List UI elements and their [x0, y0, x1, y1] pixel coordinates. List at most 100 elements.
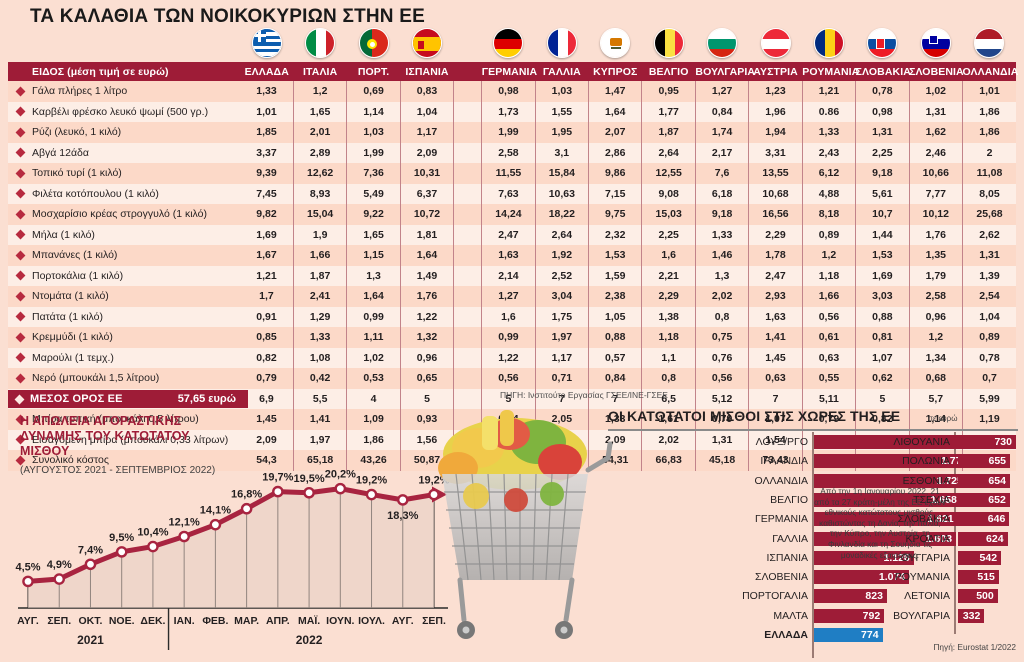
- wage-bar: 624: [958, 531, 1008, 546]
- table-row: Πατάτα (1 κιλό) 0,91 1,29 0,99 1,22 1,6 1,75 1,…: [8, 306, 1016, 327]
- table-cell-value: 0,99: [481, 327, 536, 348]
- diamond-icon: [15, 291, 26, 302]
- table-cell-value: 1,07: [748, 409, 803, 430]
- table-cell-value: 7,63: [481, 183, 536, 204]
- table-cell-value: 0,8: [694, 306, 749, 327]
- table-cell-value: 1,27: [481, 286, 536, 307]
- table-cell-value: 2,54: [962, 286, 1016, 307]
- table-cell-value: 1,66: [292, 245, 347, 266]
- table-cell-value: 0,88: [588, 327, 642, 348]
- table-cell-value: 7: [748, 388, 803, 409]
- table-cell-value: 1,94: [748, 122, 803, 143]
- table-cell-item: Νερό (μπουκάλι 1,5 λίτρου): [8, 368, 241, 389]
- eu-average-value: 57,65 ευρώ: [177, 393, 236, 405]
- table-cell-value: 1,99: [346, 142, 401, 163]
- wage-row: ΓΑΛΛΙΑ 1.603: [606, 531, 1016, 547]
- flag-es-icon: [412, 28, 442, 58]
- table-cell-value: 0,88: [855, 306, 910, 327]
- flag-bg-icon: [707, 28, 738, 58]
- flag-nl-icon: [974, 28, 1005, 58]
- wage-row: ΒΟΥΛΓΑΡΙΑ 332: [606, 608, 1020, 624]
- table-row: Φιλέτα κοτόπουλου (1 κιλό) 7,45 8,93 5,49 6,…: [8, 183, 1016, 204]
- svg-text:ΜΑΪ.: ΜΑΪ.: [298, 614, 320, 627]
- svg-text:ΦΕΒ.: ΦΕΒ.: [202, 615, 228, 627]
- wage-row: ΒΕΛΓΙΟ 1.658: [606, 492, 1016, 508]
- table-cell-value: 2,29: [748, 224, 803, 245]
- table-header-nl: ΟΛΛΑΝΔΙΑ: [962, 62, 1018, 81]
- diamond-icon: [15, 127, 26, 138]
- wage-country-name: ΣΛΟΒΕΝΙΑ: [755, 571, 808, 584]
- table-cell-value: 1,03: [534, 81, 589, 102]
- table-cell-value: 1,64: [346, 286, 401, 307]
- wage-bar: 646: [958, 512, 1010, 527]
- table-cell-value: 1,66: [801, 286, 856, 307]
- table-cell-value: 5: [399, 388, 454, 409]
- table-cell-value: 0,62: [855, 368, 910, 389]
- table-cell-value: 6,5: [641, 388, 696, 409]
- table-cell-value: 1,31: [694, 429, 749, 450]
- table-cell-value: 0,83: [399, 81, 454, 102]
- table-cell-value: 1,59: [588, 265, 642, 286]
- svg-text:ΝΟΕ.: ΝΟΕ.: [109, 615, 135, 627]
- diamond-icon: [15, 106, 26, 117]
- table-cell-value: 1,2: [801, 245, 856, 266]
- wage-bar: 1.126: [814, 550, 914, 565]
- wage-row: ΕΛΛΑΔΑ 774: [606, 627, 1016, 643]
- table-cell-value: 0,61: [801, 327, 856, 348]
- table-cell-value: 0,98: [481, 81, 536, 102]
- table-cell-value: 1,97: [534, 327, 589, 348]
- wage-bar: 1.621: [814, 512, 958, 527]
- table-cell-value: 0,7: [962, 368, 1016, 389]
- table-cell-value: 0,82: [240, 347, 294, 368]
- table-cell-value: 2,32: [588, 224, 642, 245]
- table-cell-value: 1,09: [346, 409, 401, 430]
- table-cell-value: 1,45: [748, 347, 803, 368]
- table-cell-value: 1,15: [346, 245, 401, 266]
- table-cell-value: 1,74: [694, 122, 749, 143]
- table-row: Μαρούλι (1 τεμχ.) 0,82 1,08 1,02 0,96 1,22 1,1…: [8, 347, 1016, 368]
- table-cell-value: 0,79: [240, 368, 294, 389]
- svg-text:ΑΥΓ.: ΑΥΓ.: [17, 615, 39, 627]
- svg-text:2022: 2022: [296, 633, 323, 647]
- diamond-icon: [15, 332, 26, 343]
- wage-row: ΙΣΠΑΝΙΑ 1.126: [606, 550, 1016, 566]
- table-cell-value: 1,33: [292, 327, 347, 348]
- table-cell-value: 0,84: [694, 101, 749, 122]
- wage-row: ΡΟΥΜΑΝΙΑ 515: [606, 569, 1020, 585]
- table-row: Μπανάνες (1 κιλό) 1,67 1,66 1,15 1,64 1,63 1,9…: [8, 245, 1016, 266]
- table-cell-value: 10,7: [855, 204, 910, 225]
- wage-country-name: ΛΕΤΟΝΙΑ: [904, 590, 950, 603]
- table-cell-value: 0,69: [346, 81, 401, 102]
- table-cell-value: 1,86: [962, 122, 1016, 143]
- wage-country-name: ΓΑΛΛΙΑ: [772, 532, 808, 545]
- table-cell-item: Μπίρα τοπική (μπουκάλι 0,5 λίτρου): [8, 409, 241, 430]
- wage-country-name: ΟΛΛΑΝΔΙΑ: [754, 474, 808, 487]
- table-cell-value: 1,6: [481, 306, 536, 327]
- flag-cy-icon: [600, 28, 631, 58]
- table-cell-value: 7,15: [588, 183, 642, 204]
- flag-ro-icon: [814, 28, 844, 58]
- table-cell-value: 0.86: [801, 101, 856, 122]
- table-cell-value: 1,27: [694, 81, 749, 102]
- wage-country-name: ΛΟΥΞ/ΡΓΟ: [755, 436, 808, 448]
- table-header-fr: ΓΑΛΛΙΑ: [535, 62, 589, 81]
- table-cell-value: 7,36: [346, 163, 401, 184]
- table-cell-value: 1,54: [748, 429, 803, 450]
- wage-row: ΜΑΛΤΑ 792: [606, 608, 1016, 624]
- table-cell-value: 1,56: [399, 429, 454, 450]
- table-header-item: ΕΙΔΟΣ (μέση τιμή σε ευρώ): [8, 62, 241, 81]
- table-cell-value: 1,1: [641, 347, 696, 368]
- table-header-cy: ΚΥΠΡΟΣ: [588, 62, 642, 81]
- table-header-pt: ΠΟΡΤ.: [346, 62, 401, 81]
- table-cell-value: 1,62: [908, 122, 963, 143]
- table-cell-item: Μήλα (1 κιλό): [8, 224, 241, 245]
- eu-average-bar: ΜΕΣΟΣ ΟΡΟΣ ΕΕ 57,65 ευρώ: [8, 390, 248, 408]
- table-cell-value: 2,02: [694, 286, 749, 307]
- table-cell-value: 1,18: [641, 327, 696, 348]
- table-cell-value: 1,29: [292, 306, 347, 327]
- table-cell-value: 3,03: [855, 286, 910, 307]
- table-cell-value: 0,55: [801, 368, 856, 389]
- table-cell-value: 1,87: [292, 265, 347, 286]
- diamond-icon: [15, 250, 26, 261]
- table-cell-value: 7,77: [908, 183, 963, 204]
